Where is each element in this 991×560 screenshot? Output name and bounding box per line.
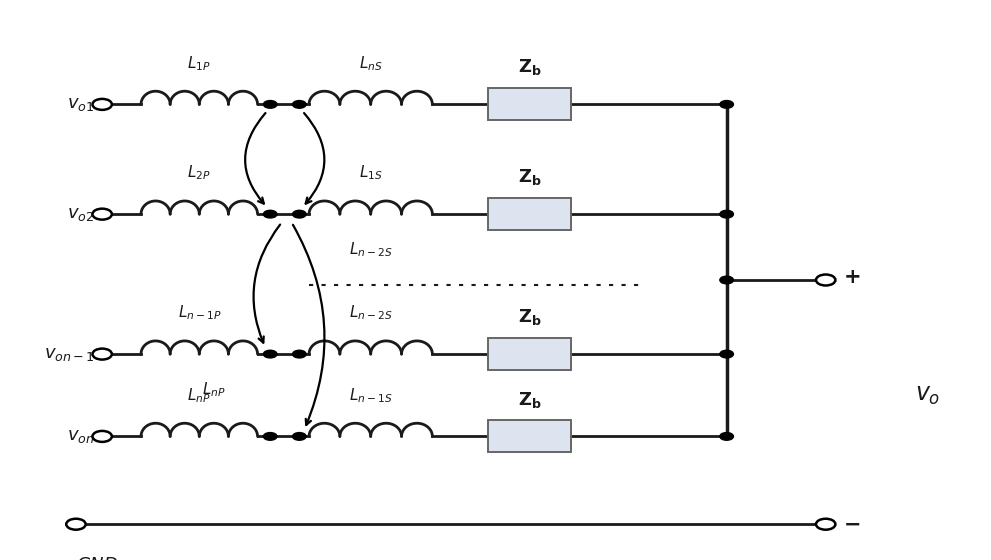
Text: $L_{n-1S}$: $L_{n-1S}$ [349,386,392,404]
Bar [489,421,571,452]
Circle shape [264,211,277,218]
Text: $L_{n-2S}$: $L_{n-2S}$ [349,304,392,322]
Text: $\mathit{v}_{\mathit{o}1}$: $\mathit{v}_{\mathit{o}1}$ [67,95,94,113]
Text: $\mathbf{+}$: $\mathbf{+}$ [843,267,860,287]
Text: $\mathit{v}_{\mathit{on}}$: $\mathit{v}_{\mathit{on}}$ [67,427,94,445]
Circle shape [66,519,85,530]
Text: $\mathit{v}_{\mathit{on-1}}$: $\mathit{v}_{\mathit{on-1}}$ [44,345,94,363]
Circle shape [719,276,733,284]
Circle shape [719,432,733,440]
Text: $L_{n-2S}$: $L_{n-2S}$ [349,240,392,259]
Circle shape [92,348,112,360]
Circle shape [719,211,733,218]
Text: $\mathit{v}_{\mathit{o}}$: $\mathit{v}_{\mathit{o}}$ [915,384,940,407]
Text: $\mathbf{-}$: $\mathbf{-}$ [843,513,860,533]
Circle shape [292,211,306,218]
Text: $\mathbf{Z}_{\mathbf{b}}$: $\mathbf{Z}_{\mathbf{b}}$ [517,307,541,327]
Circle shape [719,101,733,108]
Text: $L_{n-1P}$: $L_{n-1P}$ [177,304,221,322]
Text: $\mathit{GND}$: $\mathit{GND}$ [76,557,118,560]
Text: $\mathbf{Z}_{\mathbf{b}}$: $\mathbf{Z}_{\mathbf{b}}$ [517,390,541,409]
Circle shape [264,350,277,358]
Circle shape [816,274,835,286]
Text: $L_{2P}$: $L_{2P}$ [187,164,211,183]
Circle shape [719,350,733,358]
Text: $L_{nS}$: $L_{nS}$ [359,54,383,73]
Circle shape [292,350,306,358]
Circle shape [264,101,277,108]
Bar [489,338,571,370]
Circle shape [292,101,306,108]
Circle shape [92,99,112,110]
Text: $\mathbf{Z}_{\mathbf{b}}$: $\mathbf{Z}_{\mathbf{b}}$ [517,167,541,187]
Text: $\mathbf{Z}_{\mathbf{b}}$: $\mathbf{Z}_{\mathbf{b}}$ [517,58,541,77]
Text: $L_{1S}$: $L_{1S}$ [359,164,383,183]
Bar [489,88,571,120]
Text: $L_{nP}$: $L_{nP}$ [202,380,226,399]
Text: $L_{1P}$: $L_{1P}$ [187,54,211,73]
Circle shape [816,519,835,530]
Circle shape [292,432,306,440]
Circle shape [264,432,277,440]
Text: $L_{nP}$: $L_{nP}$ [187,386,211,404]
Circle shape [92,431,112,442]
Bar [489,198,571,230]
Circle shape [92,209,112,220]
Text: $\mathit{v}_{\mathit{o}2}$: $\mathit{v}_{\mathit{o}2}$ [67,205,94,223]
